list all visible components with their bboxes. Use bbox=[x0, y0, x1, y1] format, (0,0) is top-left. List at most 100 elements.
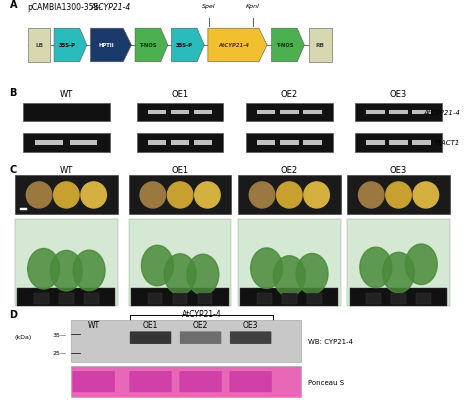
FancyBboxPatch shape bbox=[70, 141, 98, 145]
Text: OE3: OE3 bbox=[243, 320, 258, 329]
Text: OE2: OE2 bbox=[193, 320, 208, 329]
FancyBboxPatch shape bbox=[366, 141, 385, 145]
FancyBboxPatch shape bbox=[282, 293, 297, 304]
FancyBboxPatch shape bbox=[15, 176, 118, 215]
FancyBboxPatch shape bbox=[366, 110, 385, 115]
Text: LB: LB bbox=[35, 43, 43, 49]
Text: AtCYP21-4: AtCYP21-4 bbox=[90, 3, 130, 12]
FancyBboxPatch shape bbox=[27, 29, 50, 63]
Text: 35—: 35— bbox=[52, 332, 66, 337]
FancyBboxPatch shape bbox=[129, 371, 172, 392]
FancyBboxPatch shape bbox=[309, 29, 332, 63]
Ellipse shape bbox=[358, 182, 384, 209]
Text: T-NOS: T-NOS bbox=[139, 43, 156, 49]
Text: HPTII: HPTII bbox=[99, 43, 115, 49]
Text: SpeI: SpeI bbox=[202, 4, 216, 8]
FancyBboxPatch shape bbox=[412, 141, 431, 145]
FancyBboxPatch shape bbox=[180, 371, 222, 392]
FancyBboxPatch shape bbox=[35, 141, 63, 145]
FancyBboxPatch shape bbox=[240, 289, 338, 306]
Ellipse shape bbox=[140, 182, 165, 209]
Polygon shape bbox=[54, 29, 87, 63]
FancyBboxPatch shape bbox=[59, 293, 73, 304]
Ellipse shape bbox=[27, 249, 60, 289]
Text: D: D bbox=[9, 309, 18, 319]
Ellipse shape bbox=[73, 251, 105, 291]
Ellipse shape bbox=[251, 248, 283, 289]
Text: OE2: OE2 bbox=[281, 166, 298, 175]
Polygon shape bbox=[208, 29, 267, 63]
FancyBboxPatch shape bbox=[194, 110, 212, 115]
Ellipse shape bbox=[273, 256, 305, 296]
FancyBboxPatch shape bbox=[130, 332, 171, 344]
FancyBboxPatch shape bbox=[303, 141, 321, 145]
Text: AtCYP21-4: AtCYP21-4 bbox=[182, 309, 222, 318]
Polygon shape bbox=[135, 29, 168, 63]
Text: 35S-P: 35S-P bbox=[58, 43, 75, 49]
FancyBboxPatch shape bbox=[137, 103, 223, 122]
Polygon shape bbox=[91, 29, 131, 63]
FancyBboxPatch shape bbox=[71, 366, 301, 397]
FancyBboxPatch shape bbox=[391, 293, 406, 304]
Text: 35S-P: 35S-P bbox=[176, 43, 193, 49]
FancyBboxPatch shape bbox=[137, 134, 223, 152]
FancyBboxPatch shape bbox=[307, 293, 322, 304]
FancyBboxPatch shape bbox=[198, 293, 212, 304]
Ellipse shape bbox=[304, 182, 329, 209]
Ellipse shape bbox=[249, 182, 275, 209]
Ellipse shape bbox=[54, 182, 79, 209]
FancyBboxPatch shape bbox=[280, 110, 299, 115]
Ellipse shape bbox=[167, 182, 193, 209]
Text: B: B bbox=[9, 88, 17, 98]
FancyBboxPatch shape bbox=[34, 293, 49, 304]
FancyBboxPatch shape bbox=[23, 103, 109, 122]
FancyBboxPatch shape bbox=[257, 293, 272, 304]
Text: WT: WT bbox=[88, 320, 100, 329]
FancyBboxPatch shape bbox=[148, 141, 166, 145]
Text: KpnI: KpnI bbox=[246, 4, 260, 8]
Text: 25—: 25— bbox=[52, 350, 66, 356]
Ellipse shape bbox=[195, 182, 220, 209]
FancyBboxPatch shape bbox=[71, 320, 301, 362]
FancyBboxPatch shape bbox=[356, 103, 442, 122]
FancyBboxPatch shape bbox=[148, 110, 166, 115]
Text: WT: WT bbox=[60, 90, 73, 99]
Ellipse shape bbox=[360, 247, 392, 288]
FancyBboxPatch shape bbox=[84, 293, 99, 304]
FancyBboxPatch shape bbox=[347, 219, 450, 306]
FancyBboxPatch shape bbox=[230, 332, 271, 344]
Text: T-NOS: T-NOS bbox=[275, 43, 293, 49]
FancyBboxPatch shape bbox=[389, 110, 408, 115]
Text: pCAMBIA1300-35S-: pCAMBIA1300-35S- bbox=[27, 3, 102, 12]
Ellipse shape bbox=[164, 254, 196, 295]
FancyBboxPatch shape bbox=[238, 176, 340, 215]
Polygon shape bbox=[172, 29, 204, 63]
Ellipse shape bbox=[405, 244, 437, 285]
FancyBboxPatch shape bbox=[171, 141, 189, 145]
Text: OE3: OE3 bbox=[390, 166, 407, 175]
FancyBboxPatch shape bbox=[257, 141, 275, 145]
FancyBboxPatch shape bbox=[303, 110, 321, 115]
Text: OE1: OE1 bbox=[143, 320, 158, 329]
FancyBboxPatch shape bbox=[350, 289, 447, 306]
FancyBboxPatch shape bbox=[229, 371, 272, 392]
Ellipse shape bbox=[383, 253, 414, 293]
FancyBboxPatch shape bbox=[194, 141, 212, 145]
FancyBboxPatch shape bbox=[20, 208, 27, 211]
Text: WB: CYP21-4: WB: CYP21-4 bbox=[308, 338, 353, 344]
FancyBboxPatch shape bbox=[257, 110, 275, 115]
FancyBboxPatch shape bbox=[356, 134, 442, 152]
FancyBboxPatch shape bbox=[23, 134, 109, 152]
Text: OE1: OE1 bbox=[172, 166, 189, 175]
Text: RB: RB bbox=[316, 43, 325, 49]
Ellipse shape bbox=[187, 255, 219, 295]
Text: A: A bbox=[9, 0, 17, 10]
FancyBboxPatch shape bbox=[171, 110, 189, 115]
Text: WT: WT bbox=[60, 166, 73, 175]
FancyBboxPatch shape bbox=[246, 134, 333, 152]
Ellipse shape bbox=[386, 182, 411, 209]
FancyBboxPatch shape bbox=[129, 176, 231, 215]
Text: PtACT1: PtACT1 bbox=[435, 140, 460, 146]
FancyBboxPatch shape bbox=[246, 103, 333, 122]
FancyBboxPatch shape bbox=[280, 141, 299, 145]
